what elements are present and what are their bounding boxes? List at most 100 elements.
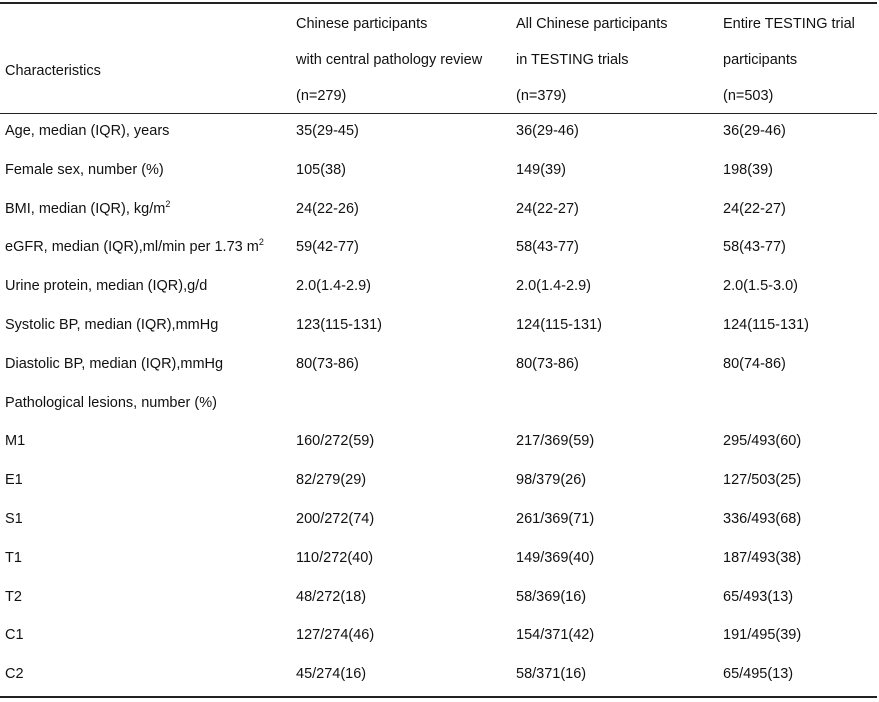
- row-label-text: T2: [5, 588, 22, 605]
- row-label: S1: [5, 500, 23, 539]
- header-line: All Chinese participants: [516, 16, 668, 32]
- row-value-c2: 261/369(71): [516, 510, 595, 527]
- row-label: Systolic BP, median (IQR),mmHg: [5, 306, 218, 345]
- table-row: C1 127/274(46) 154/371(42) 191/495(39): [0, 616, 877, 655]
- table-row: E1 82/279(29) 98/379(26) 127/503(25): [0, 461, 877, 500]
- row-label-text: BMI, median (IQR), kg/m: [5, 200, 166, 217]
- header-line: Chinese participants: [296, 16, 428, 32]
- row-value-c2: 154/371(42): [516, 627, 595, 644]
- table-bottom-rule: [0, 696, 877, 698]
- row-label: T2: [5, 578, 22, 617]
- row-label-superscript: 2: [258, 237, 264, 248]
- table-header-rule: [0, 113, 877, 114]
- row-value-c1: 160/272(59): [296, 433, 375, 450]
- row-label-text: T1: [5, 549, 22, 566]
- row-value-c3: 65/495(13): [723, 666, 794, 683]
- row-label-text: Female sex, number (%): [5, 161, 164, 178]
- row-label-superscript: 2: [165, 198, 171, 209]
- row-value-c3: 198(39): [723, 161, 773, 178]
- row-value-c2: 36(29-46): [516, 123, 579, 139]
- table-row: M1 160/272(59) 217/369(59) 295/493(60): [0, 422, 877, 461]
- table-row: eGFR, median (IQR),ml/min per 1.73 m2 59(…: [0, 228, 877, 267]
- row-label-text: Age, median (IQR), years: [5, 123, 170, 139]
- table-row: Diastolic BP, median (IQR),mmHg 80(73-86)…: [0, 345, 877, 384]
- row-value-c1: 24(22-26): [296, 200, 359, 217]
- row-label: Diastolic BP, median (IQR),mmHg: [5, 345, 223, 384]
- table-row: T1 110/272(40) 149/369(40) 187/493(38): [0, 539, 877, 578]
- header-line: (n=379): [516, 88, 567, 104]
- row-label-text: E1: [5, 472, 23, 489]
- row-label-text: eGFR, median (IQR),ml/min per 1.73 m: [5, 239, 259, 256]
- row-label: M1: [5, 422, 25, 461]
- row-label-text: C1: [5, 627, 24, 644]
- table-row: BMI, median (IQR), kg/m2 24(22-26) 24(22-2…: [0, 190, 877, 229]
- table-row: S1 200/272(74) 261/369(71) 336/493(68): [0, 500, 877, 539]
- row-value-c2: 24(22-27): [516, 200, 579, 217]
- row-label: E1: [5, 461, 23, 500]
- row-value-c1: 200/272(74): [296, 510, 375, 527]
- row-label-text: S1: [5, 510, 23, 527]
- row-value-c3: 187/493(38): [723, 549, 802, 566]
- row-value-c3: 124(115-131): [723, 316, 809, 333]
- row-value-c1: 82/279(29): [296, 472, 367, 489]
- row-value-c1: 48/272(18): [296, 588, 367, 605]
- header-characteristics: Characteristics: [5, 63, 101, 79]
- header-chinese-central-review: Chinese participants with central pathol…: [296, 6, 482, 114]
- table-top-rule: [0, 2, 877, 4]
- row-value-c2: 80(73-86): [516, 355, 579, 372]
- table-row: C2 45/274(16) 58/371(16) 65/495(13): [0, 655, 877, 694]
- row-value-c2: 58(43-77): [516, 239, 579, 256]
- row-value-c2: 58/369(16): [516, 588, 587, 605]
- table-body: Age, median (IQR), years 35(29-45) 36(29-4…: [0, 112, 877, 694]
- table-header: Characteristics Chinese participants wit…: [0, 0, 877, 112]
- table-row: Female sex, number (%) 105(38) 149(39) 198(…: [0, 151, 877, 190]
- row-label: C1: [5, 616, 24, 655]
- row-label: Pathological lesions, number (%): [5, 384, 217, 423]
- row-value-c2: 124(115-131): [516, 316, 602, 333]
- row-value-c1: 123(115-131): [296, 316, 382, 333]
- row-value-c3: 127/503(25): [723, 472, 802, 489]
- row-label: eGFR, median (IQR),ml/min per 1.73 m2: [5, 228, 264, 267]
- row-value-c1: 127/274(46): [296, 627, 375, 644]
- row-label: Urine protein, median (IQR),g/d: [5, 267, 207, 306]
- row-value-c2: 149(39): [516, 161, 566, 178]
- row-label-text: M1: [5, 433, 26, 450]
- table-row: Pathological lesions, number (%): [0, 384, 877, 423]
- row-value-c3: 2.0(1.5-3.0): [723, 278, 798, 295]
- table-row: Systolic BP, median (IQR),mmHg 123(115-13…: [0, 306, 877, 345]
- row-label-text: Diastolic BP, median (IQR),mmHg: [5, 355, 224, 372]
- row-value-c2: 217/369(59): [516, 433, 595, 450]
- row-value-c3: 191/495(39): [723, 627, 802, 644]
- row-value-c3: 336/493(68): [723, 510, 802, 527]
- row-value-c2: 2.0(1.4-2.9): [516, 278, 591, 295]
- row-label-text: Urine protein, median (IQR),g/d: [5, 278, 208, 295]
- row-label: Age, median (IQR), years: [5, 112, 169, 151]
- row-value-c3: 24(22-27): [723, 200, 786, 217]
- row-value-c1: 45/274(16): [296, 666, 367, 683]
- row-value-c3: 65/493(13): [723, 588, 794, 605]
- row-value-c2: 98/379(26): [516, 472, 587, 489]
- row-label: Female sex, number (%): [5, 151, 164, 190]
- header-line: (n=279): [296, 88, 347, 104]
- row-label: T1: [5, 539, 22, 578]
- row-value-c1: 35(29-45): [296, 123, 359, 139]
- row-label: BMI, median (IQR), kg/m2: [5, 190, 170, 229]
- header-entire-testing: Entire TESTING trial participants (n=503…: [723, 6, 855, 114]
- row-value-c1: 110/272(40): [296, 549, 374, 566]
- row-value-c3: 80(74-86): [723, 355, 786, 372]
- row-value-c1: 59(42-77): [296, 239, 359, 256]
- table-row: Urine protein, median (IQR),g/d 2.0(1.4-2…: [0, 267, 877, 306]
- row-label-text: C2: [5, 666, 24, 683]
- row-value-c2: 58/371(16): [516, 666, 587, 683]
- header-line: in TESTING trials: [516, 52, 629, 68]
- row-label: C2: [5, 655, 24, 694]
- row-value-c3: 36(29-46): [723, 123, 786, 139]
- row-value-c3: 58(43-77): [723, 239, 786, 256]
- row-value-c1: 80(73-86): [296, 355, 359, 372]
- row-value-c2: 149/369(40): [516, 549, 595, 566]
- header-line: with central pathology review: [296, 52, 483, 68]
- row-label-text: Pathological lesions, number (%): [5, 394, 217, 411]
- header-line: Entire TESTING trial: [723, 16, 855, 32]
- row-label-text: Systolic BP, median (IQR),mmHg: [5, 316, 219, 333]
